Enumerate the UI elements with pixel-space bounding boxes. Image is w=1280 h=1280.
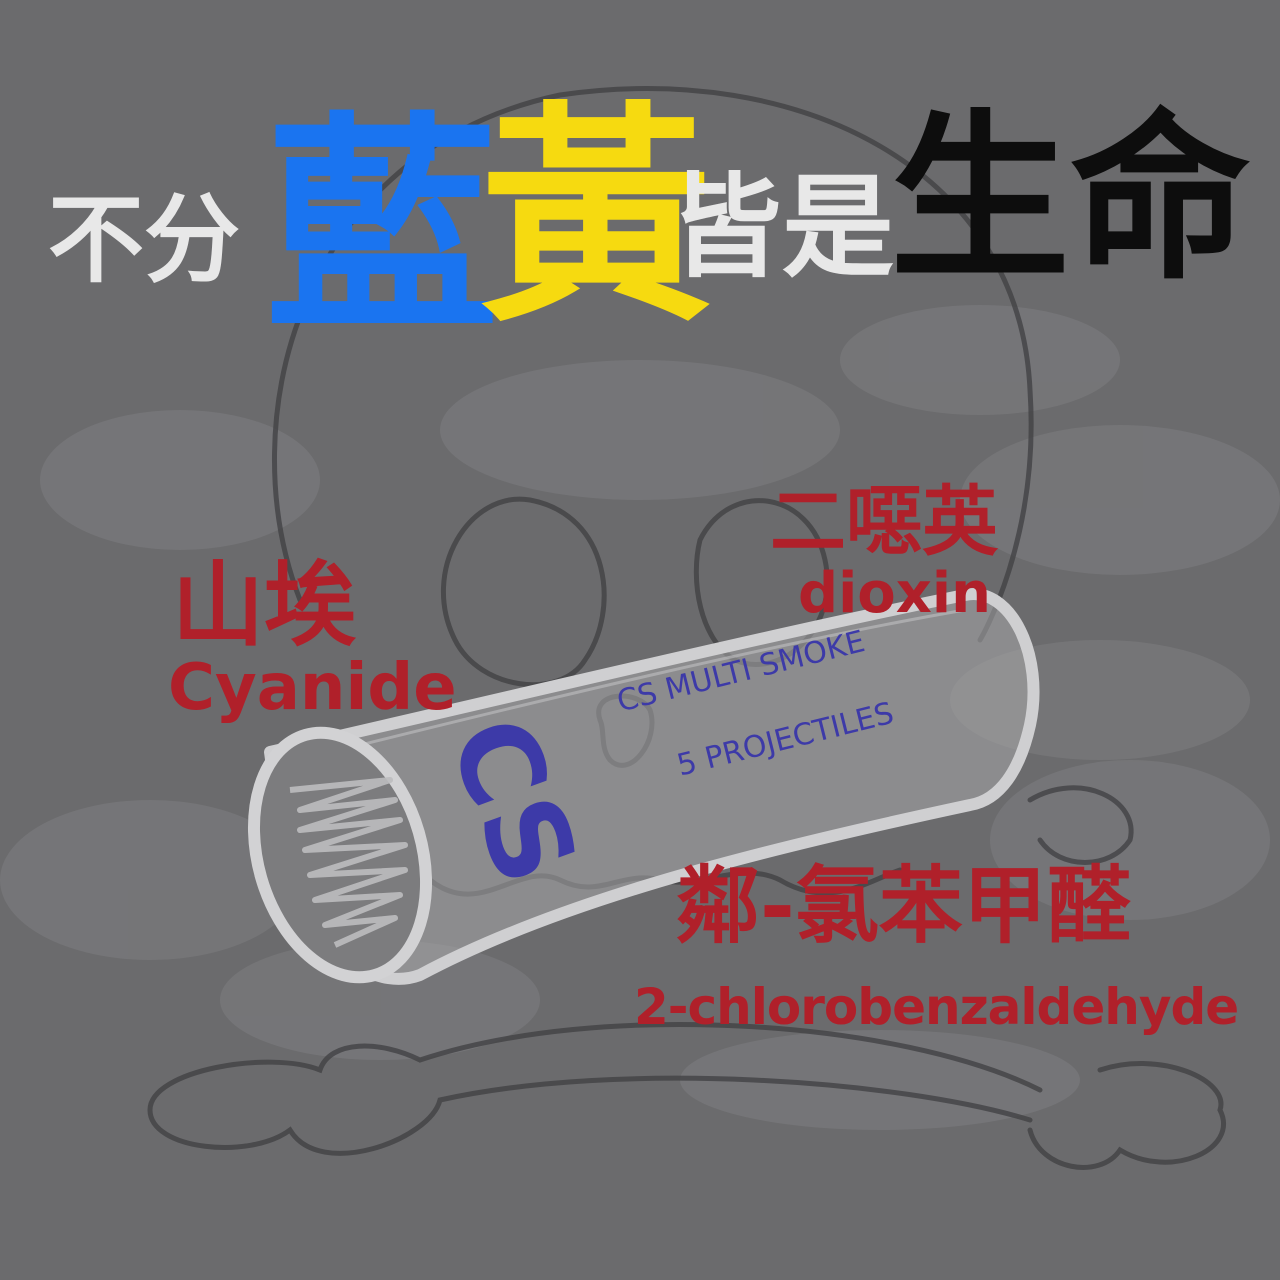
title-part-3: 生命: [890, 95, 1251, 304]
dioxin-label-zh: 二噁英: [770, 477, 998, 566]
skull-outline: [272, 86, 1034, 643]
canister-scribble: [289, 777, 408, 948]
title-blue-char: 藍: [266, 93, 499, 363]
crossbone-tip: [1027, 785, 1134, 865]
crossbone-right: [1027, 1061, 1226, 1170]
cyanide-label-en: Cyanide: [168, 651, 457, 725]
canister-body: [264, 588, 1040, 985]
cs-canister: [247, 588, 1040, 985]
title-yellow-char: 黃: [480, 83, 713, 353]
chloro-label-en: 2-chlorobenzaldehyde: [634, 978, 1239, 1036]
crossbone-left: [147, 1022, 1043, 1156]
chloro-label-zh: 鄰-氯苯甲醛: [676, 857, 1131, 955]
title-part-1: 不分: [48, 184, 240, 296]
dioxin-label-en: dioxin: [798, 561, 991, 626]
cyanide-label-zh: 山埃: [172, 552, 357, 659]
canister-opening: [247, 726, 433, 984]
canister-inner-edge: [299, 608, 966, 762]
eye-socket-left: [441, 496, 607, 688]
title-part-2: 皆是: [670, 163, 894, 293]
